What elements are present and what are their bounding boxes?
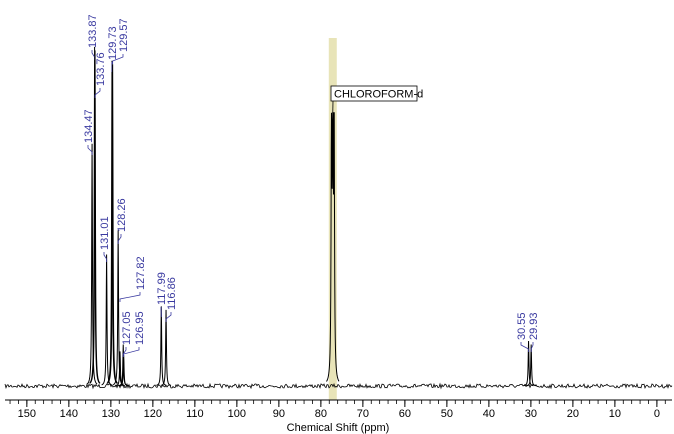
x-tick-label: 70 bbox=[357, 408, 369, 420]
peak-leader bbox=[112, 54, 124, 64]
peak-label: 129.57 bbox=[118, 18, 130, 52]
peak-label: 134.47 bbox=[83, 109, 95, 143]
peak-label: 116.86 bbox=[166, 277, 178, 310]
solvent-label: CHLOROFORM-d bbox=[334, 89, 423, 101]
x-tick-label: 60 bbox=[399, 408, 411, 420]
peak-label: 117.99 bbox=[156, 272, 168, 305]
peak-leader bbox=[165, 312, 172, 322]
solvent-peak bbox=[326, 112, 340, 382]
x-tick-label: 140 bbox=[60, 408, 78, 420]
peak-leader bbox=[103, 252, 108, 262]
peak-label: 29.93 bbox=[528, 312, 540, 340]
peak-label: 128.26 bbox=[116, 198, 128, 232]
x-tick-label: 20 bbox=[567, 408, 579, 420]
peak-label: 133.76 bbox=[95, 52, 107, 86]
x-tick-label: 120 bbox=[144, 408, 162, 420]
peak-leader bbox=[117, 234, 122, 244]
peak bbox=[156, 306, 167, 386]
x-tick-label: 150 bbox=[18, 408, 36, 420]
peak-label: 126.95 bbox=[134, 311, 146, 345]
peak-leader bbox=[87, 145, 93, 155]
x-tick-label: 130 bbox=[102, 408, 120, 420]
peak-label: 127.05 bbox=[121, 311, 133, 345]
peak-label: 133.87 bbox=[87, 14, 99, 48]
peak-label: 129.73 bbox=[107, 26, 119, 60]
peak bbox=[101, 254, 112, 386]
peak-leader bbox=[94, 88, 101, 98]
x-tick-label: 90 bbox=[273, 408, 285, 420]
peak bbox=[115, 351, 125, 387]
x-tick-label: 40 bbox=[483, 408, 495, 420]
x-tick-label: 110 bbox=[186, 408, 204, 420]
peak bbox=[525, 344, 537, 387]
peak-leader bbox=[123, 347, 140, 357]
x-tick-label: 30 bbox=[525, 408, 537, 420]
x-axis-label: Chemical Shift (ppm) bbox=[287, 422, 390, 434]
peak-label: 131.01 bbox=[99, 216, 111, 250]
peak bbox=[523, 340, 534, 387]
peak-leader bbox=[530, 342, 534, 352]
x-tick-label: 0 bbox=[654, 408, 660, 420]
x-tick-label: 100 bbox=[228, 408, 246, 420]
peak bbox=[160, 309, 172, 386]
x-tick-label: 80 bbox=[315, 408, 327, 420]
peak-label: 127.82 bbox=[135, 256, 147, 290]
x-tick-label: 10 bbox=[609, 408, 621, 420]
solvent-label-box bbox=[330, 85, 418, 102]
peak-label: 30.55 bbox=[516, 312, 528, 340]
solvent-highlight bbox=[328, 38, 337, 400]
peak bbox=[86, 143, 98, 385]
peak bbox=[89, 50, 101, 384]
x-tick-label: 50 bbox=[441, 408, 453, 420]
baseline-noise bbox=[4, 382, 673, 390]
peak-leader bbox=[520, 342, 529, 352]
peak-leader bbox=[119, 292, 141, 302]
